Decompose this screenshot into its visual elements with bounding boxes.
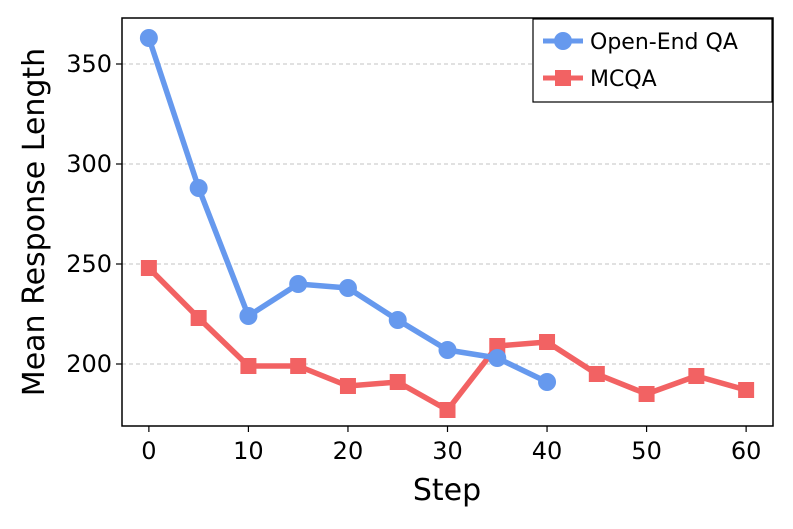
y-tick-label: 250 (66, 250, 112, 278)
x-axis-ticks: 0 10 20 30 40 50 60 (141, 426, 761, 465)
x-tick-label: 60 (731, 437, 762, 465)
x-tick-label: 10 (233, 437, 264, 465)
data-point-mcqa (539, 334, 556, 350)
legend-box (532, 18, 773, 103)
data-point-open-end-qa (388, 311, 407, 329)
x-axis-title: Step (413, 473, 481, 508)
y-axis-ticks: 200 250 300 350 (66, 50, 122, 378)
data-point-open-end-qa (189, 179, 208, 197)
series-mcqa (140, 260, 755, 418)
data-point-mcqa (389, 374, 406, 390)
data-point-open-end-qa (488, 349, 507, 367)
x-tick-label: 20 (333, 437, 364, 465)
data-point-mcqa (140, 260, 157, 276)
data-point-mcqa (688, 368, 705, 384)
data-point-open-end-qa (538, 373, 557, 391)
x-tick-label: 50 (631, 437, 662, 465)
data-point-open-end-qa (338, 279, 357, 297)
series-open-end-qa (139, 29, 557, 391)
x-tick-label: 40 (532, 437, 563, 465)
data-point-mcqa (339, 378, 356, 394)
legend-label-open-end-qa: Open-End QA (590, 30, 738, 55)
legend-marker-mcqa (555, 70, 571, 86)
data-point-mcqa (240, 358, 257, 374)
data-point-open-end-qa (239, 307, 258, 325)
y-tick-label: 300 (66, 150, 112, 178)
y-tick-label: 200 (66, 350, 112, 378)
legend-label-mcqa: MCQA (590, 67, 657, 92)
series-layer (139, 29, 755, 418)
x-tick-label: 0 (141, 437, 156, 465)
y-axis-title: Mean Response Length (17, 48, 52, 396)
data-point-mcqa (290, 358, 307, 374)
data-point-mcqa (439, 402, 456, 418)
legend: Open-End QA MCQA (532, 18, 773, 103)
x-tick-label: 30 (432, 437, 463, 465)
legend-marker-open-end-qa (554, 32, 572, 50)
data-point-mcqa (588, 366, 605, 382)
data-point-open-end-qa (139, 29, 158, 47)
data-point-open-end-qa (289, 275, 308, 293)
gridlines (122, 63, 773, 365)
data-point-mcqa (190, 310, 207, 326)
data-point-mcqa (638, 386, 655, 402)
data-point-open-end-qa (438, 341, 457, 359)
y-tick-label: 350 (66, 50, 112, 78)
data-point-mcqa (738, 382, 755, 398)
